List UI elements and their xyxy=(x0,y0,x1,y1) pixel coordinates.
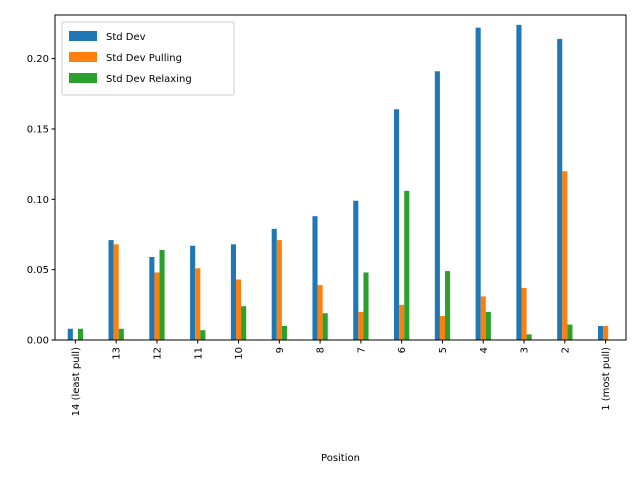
legend-box xyxy=(61,21,235,96)
legend-label: Std Dev Pulling xyxy=(106,53,182,64)
bar-std-dev-relaxing-3 xyxy=(200,330,206,340)
y-axis: 0.00 0.05 0.10 0.15 0.20 xyxy=(27,54,55,347)
bar-std-dev-pulling-9 xyxy=(439,316,446,340)
x-tick-label: 4 xyxy=(479,347,490,353)
bar-std-dev-pulling-12 xyxy=(562,171,568,340)
y-tick-label: 0.20 xyxy=(27,54,49,65)
bar-std-dev-9 xyxy=(434,71,440,341)
plot-frame xyxy=(54,14,627,341)
bar-std-dev-relaxing-9 xyxy=(445,271,451,340)
bar-std-dev-pulling-7 xyxy=(358,311,364,340)
y-tick-label: 0.15 xyxy=(27,124,49,135)
bar-std-dev-6 xyxy=(312,216,318,340)
bar-std-dev-8 xyxy=(394,109,400,340)
x-tick-label: 10 xyxy=(234,347,245,360)
bar-std-dev-10 xyxy=(475,27,481,340)
bar-std-dev-pulling-6 xyxy=(317,285,323,340)
x-tick-label: 6 xyxy=(397,347,408,353)
bar-std-dev-relaxing-0 xyxy=(77,328,84,340)
legend-label: Std Dev xyxy=(106,32,146,43)
bars-layer xyxy=(67,24,609,341)
bar-std-dev-1 xyxy=(108,240,114,340)
x-tick-label: 3 xyxy=(520,347,531,353)
bar-std-dev-relaxing-7 xyxy=(363,272,369,340)
bar-std-dev-relaxing-6 xyxy=(322,313,328,340)
bar-std-dev-relaxing-11 xyxy=(526,334,532,340)
bar-std-dev-relaxing-10 xyxy=(485,311,491,340)
bar-std-dev-pulling-11 xyxy=(521,287,527,340)
y-tick-label: 0.00 xyxy=(27,336,49,347)
bar-std-dev-relaxing-5 xyxy=(281,325,287,340)
x-tick-label: 7 xyxy=(356,347,367,353)
bar-std-dev-pulling-4 xyxy=(235,279,242,340)
x-axis: 14 (least pull) 13 12 11 10 9 8 7 6 5 4 3 2 1 (most p… xyxy=(71,340,612,416)
legend-swatch xyxy=(69,52,97,62)
legend-label: Std Dev Relaxing xyxy=(106,74,192,85)
x-tick-label: 13 xyxy=(112,347,123,360)
x-tick-label: 2 xyxy=(560,347,571,353)
bar-std-dev-relaxing-12 xyxy=(567,324,573,340)
bar-std-dev-5 xyxy=(271,228,277,340)
bar-std-dev-4 xyxy=(230,244,236,340)
bar-std-dev-pulling-13 xyxy=(603,325,609,340)
legend: Std Dev Std Dev Pulling Std Dev Relaxing xyxy=(61,21,235,96)
legend-swatch xyxy=(69,73,97,83)
x-tick-label: 14 (least pull) xyxy=(71,347,82,416)
x-tick-label: 5 xyxy=(438,347,449,353)
y-tick-label: 0.10 xyxy=(27,195,49,206)
bar-std-dev-11 xyxy=(516,24,522,341)
legend-swatch xyxy=(69,31,97,41)
y-tick-label: 0.05 xyxy=(27,265,49,276)
x-tick-label: 11 xyxy=(193,347,204,360)
x-axis-title: Position xyxy=(321,453,360,464)
bar-std-dev-13 xyxy=(597,325,604,340)
x-tick-label: 8 xyxy=(316,347,327,353)
x-tick-label: 12 xyxy=(152,347,163,360)
bar-std-dev-relaxing-4 xyxy=(241,306,247,340)
bar-std-dev-pulling-5 xyxy=(276,240,282,340)
bar-std-dev-12 xyxy=(557,38,563,340)
x-tick-label: 1 (most pull) xyxy=(601,347,612,411)
bar-std-dev-0 xyxy=(67,328,73,340)
bar-std-dev-pulling-8 xyxy=(399,304,405,340)
bar-std-dev-pulling-1 xyxy=(113,244,119,340)
bar-std-dev-relaxing-2 xyxy=(159,249,165,340)
bar-std-dev-relaxing-8 xyxy=(404,190,410,340)
bar-std-dev-pulling-3 xyxy=(195,268,201,340)
bar-std-dev-relaxing-1 xyxy=(118,328,124,340)
bar-std-dev-7 xyxy=(353,200,359,340)
bar-std-dev-pulling-10 xyxy=(480,296,486,340)
x-tick-label: 9 xyxy=(275,347,286,353)
bar-std-dev-3 xyxy=(190,245,196,340)
bar-std-dev-2 xyxy=(149,256,155,340)
bar-std-dev-pulling-2 xyxy=(154,272,160,340)
